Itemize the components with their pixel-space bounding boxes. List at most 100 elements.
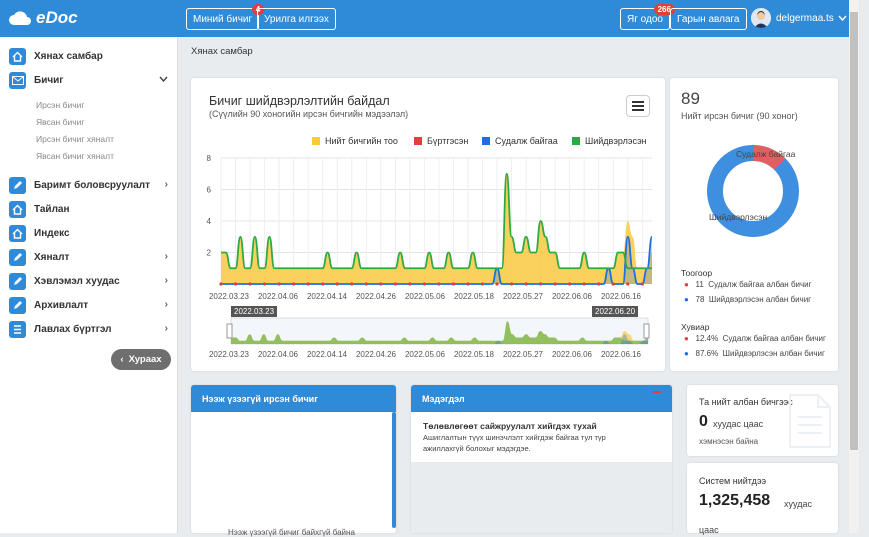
document-watermark-icon xyxy=(789,394,831,448)
collapse-sidebar-button[interactable]: ‹ Хураах xyxy=(111,349,171,370)
chevron-right-icon: › xyxy=(164,275,168,286)
sidebar-item-report[interactable]: Тайлан xyxy=(0,198,178,220)
minimize-icon[interactable] xyxy=(653,391,661,393)
system-title: Систем нийтдээ xyxy=(699,476,767,486)
chevron-right-icon: › xyxy=(164,323,168,334)
now-label: Яг одоо xyxy=(627,13,663,25)
top-bar: eDoc Миний бичиг 4 Урилга илгээх Яг одоо… xyxy=(0,0,849,37)
sidebar-item-label: Хэвлэмэл хуудас xyxy=(34,275,120,287)
series-registered-point xyxy=(422,282,426,286)
series-studying-area xyxy=(221,236,652,284)
navigator-tick-label: 2022.05.27 xyxy=(503,350,544,359)
cloud-icon xyxy=(9,11,31,25)
sidebar-item-processing[interactable]: Баримт боловсруулалт › xyxy=(0,174,178,196)
navigator-tick-label: 2022.06.16 xyxy=(601,350,642,359)
notice-body-line2: ажиллахгүй болохыг мэдэгдэе. xyxy=(423,444,531,453)
sidebar-item-label: Индекс xyxy=(34,227,70,239)
series-registered-point xyxy=(306,282,310,286)
scrollbar-thumb[interactable] xyxy=(850,12,858,450)
sidebar-subitem-outgoing[interactable]: Явсан бичиг xyxy=(36,117,85,127)
sidebar-item-documents[interactable]: Бичиг xyxy=(0,69,178,91)
sidebar-item-label: Хяналт xyxy=(34,251,70,263)
navigator-tick-label: 2022.04.26 xyxy=(356,350,397,359)
phonebook-button[interactable]: Гарын авлага xyxy=(670,8,747,30)
unseen-scrollbar[interactable] xyxy=(392,412,396,528)
navigator-studying-area xyxy=(231,334,648,344)
chart-title: Бичиг шийдвэрлэлтийн байдал xyxy=(209,94,390,108)
x-tick-label: 2022.04.26 xyxy=(356,292,397,301)
sidebar-item-label: Архивлалт xyxy=(34,299,89,311)
legend-item-resolved[interactable]: Шийдвэрлэсэн xyxy=(572,136,647,146)
navigator-end-label: 2022.06.20 xyxy=(592,306,639,317)
sidebar-item-reference[interactable]: Лавлах бүртгэл › xyxy=(0,318,178,340)
series-registered-point xyxy=(611,282,615,286)
x-tick-label: 2022.04.14 xyxy=(307,292,348,301)
series-registered-point xyxy=(393,282,397,286)
phonebook-label: Гарын авлага xyxy=(677,13,740,25)
x-tick-label: 2022.03.23 xyxy=(209,292,250,301)
sidebar: Хянах самбар Бичиг Ирсэн бичиг Явсан бич… xyxy=(0,37,178,533)
sidebar-subitem-outgoing-control[interactable]: Явсан бичиг хяналт xyxy=(36,151,114,161)
series-registered-point xyxy=(277,282,281,286)
series-registered-point xyxy=(233,282,238,286)
sidebar-item-control[interactable]: Хяналт › xyxy=(0,246,178,268)
percent-row-resolved: ● 87.6% Шийдвэрлэсэн албан бичиг xyxy=(684,349,825,358)
series-resolved-line xyxy=(221,172,652,270)
x-tick-label: 2022.05.27 xyxy=(503,292,544,301)
sidebar-item-printed[interactable]: Хэвлэмэл хуудас › xyxy=(0,270,178,292)
series-registered-point xyxy=(626,282,630,286)
collapse-label: Хураах xyxy=(128,354,162,365)
system-value: 1,325,458 xyxy=(699,492,771,509)
count-row-resolved: ● 78 Шийдвэрлэсэн албан бичиг xyxy=(684,295,812,304)
series-registered-point xyxy=(248,282,252,286)
edit-icon xyxy=(9,176,26,194)
series-registered-point xyxy=(408,282,412,286)
edit-icon xyxy=(9,296,26,314)
chevron-right-icon: › xyxy=(164,179,168,190)
legend-item-studying[interactable]: Судалж байгаа xyxy=(482,136,558,146)
total-label: Нийт ирсэн бичиг (90 хоног) xyxy=(681,111,798,121)
system-paper-card xyxy=(687,463,838,533)
chevron-down-icon xyxy=(159,74,168,85)
series-registered-point xyxy=(539,282,543,286)
sidebar-item-label: Хянах самбар xyxy=(34,50,103,62)
chart-menu-button[interactable] xyxy=(626,95,650,117)
y-tick-label: 8 xyxy=(207,154,212,163)
saved-paper-card xyxy=(687,385,838,456)
percent-row-studying: ● 12.4% Судалж байгаа албан бичиг xyxy=(684,334,826,343)
donut-slice-studying xyxy=(707,145,799,237)
sidebar-item-label: Бичиг xyxy=(34,74,64,86)
home-icon xyxy=(9,224,26,242)
legend-item-total[interactable]: Нийт бичгийн тоо xyxy=(312,136,398,146)
y-tick-label: 6 xyxy=(207,186,212,195)
donut-label-resolved: Шийдвэрлэсэн xyxy=(709,212,768,222)
now-button[interactable]: Яг одоо 266 xyxy=(620,4,675,30)
page-scrollbar[interactable] xyxy=(849,0,859,533)
sidebar-item-archive[interactable]: Архивлалт › xyxy=(0,294,178,316)
series-registered-point xyxy=(509,282,514,286)
legend-item-registered[interactable]: Бүртгэсэн xyxy=(414,136,468,146)
series-registered-point xyxy=(292,282,296,286)
sidebar-subitem-incoming-control[interactable]: Ирсэн бичиг хяналт xyxy=(36,134,114,144)
chevron-right-icon: › xyxy=(164,251,168,262)
list-icon xyxy=(9,320,26,338)
send-invite-button[interactable]: Урилга илгээх xyxy=(257,8,336,30)
sidebar-item-label: Тайлан xyxy=(34,203,70,215)
system-tail: цаас xyxy=(699,525,719,535)
sidebar-item-label: Баримт боловсруулалт xyxy=(34,179,151,191)
x-tick-label: 2022.04.06 xyxy=(258,292,299,301)
total-count: 89 xyxy=(681,89,700,108)
series-registered-point xyxy=(582,282,586,286)
sidebar-item-dashboard[interactable]: Хянах самбар xyxy=(0,45,178,67)
y-tick-label: 2 xyxy=(207,249,212,258)
edit-icon xyxy=(9,272,26,290)
series-registered-point xyxy=(597,282,601,286)
sidebar-item-index[interactable]: Индекс xyxy=(0,222,178,244)
sidebar-subitem-incoming[interactable]: Ирсэн бичиг xyxy=(36,100,85,110)
app-logo[interactable]: eDoc xyxy=(8,8,78,28)
saved-tail: хэмнэсэн байна xyxy=(699,437,759,446)
avatar[interactable] xyxy=(751,8,771,28)
user-menu[interactable]: delgermaa.ts xyxy=(776,13,847,24)
navigator-tick-label: 2022.04.14 xyxy=(307,350,348,359)
x-tick-label: 2022.05.06 xyxy=(405,292,446,301)
